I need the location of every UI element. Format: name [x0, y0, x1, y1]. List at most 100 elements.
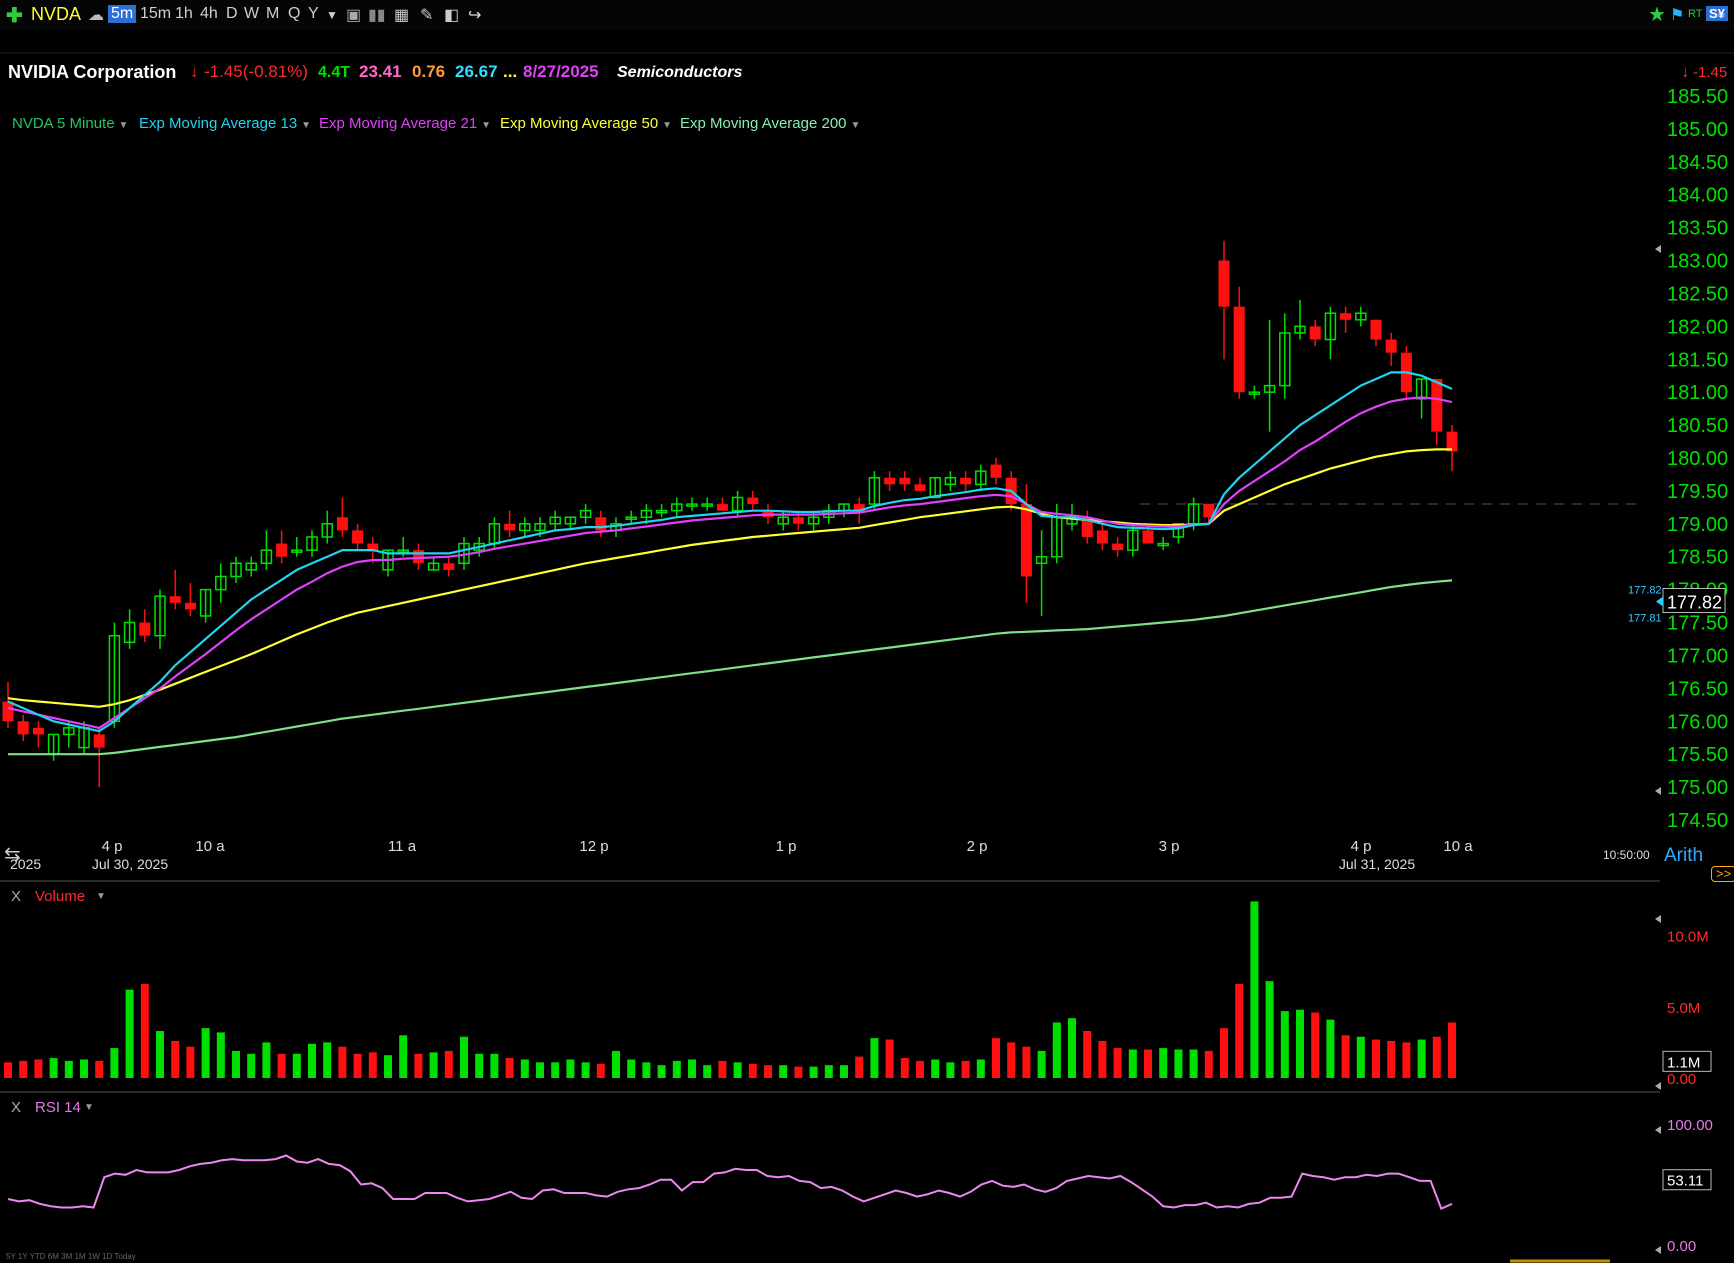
favorite-star-icon[interactable]: ★ [1648, 4, 1666, 26]
volume-bar [1265, 981, 1274, 1078]
volume-bar [384, 1055, 392, 1078]
rsi-axis: 100.00 0.00 53.11 [1510, 1117, 1713, 1263]
dropdown-caret-icon[interactable]: ▼ [84, 1102, 94, 1113]
volume-bar [505, 1058, 514, 1078]
dropdown-caret-icon[interactable]: ▼ [96, 891, 106, 902]
chart-type-icon[interactable]: ▣ [346, 7, 362, 24]
pe-value: 23.41 [359, 62, 402, 81]
add-symbol-icon[interactable]: ✚ [6, 5, 23, 27]
price-pointer-icon [1656, 596, 1663, 607]
volume-pane-label[interactable]: Volume [35, 888, 86, 905]
rsi-pane-label[interactable]: RSI 14 [35, 1099, 81, 1116]
candle-body [1233, 306, 1245, 393]
study-label: Exp Moving Average 50 [500, 115, 659, 132]
ema-series [7, 371, 1453, 756]
volume-bar [718, 1060, 727, 1078]
dropdown-caret-icon[interactable]: ▼ [301, 120, 312, 131]
volume-bar [277, 1053, 286, 1078]
scroll-left-icon[interactable]: ⇆ [4, 844, 21, 866]
volume-last-label: 1.1M [1667, 1054, 1700, 1071]
candle-body [929, 476, 941, 499]
dropdown-caret-icon[interactable]: ▼ [850, 120, 861, 131]
timeframe-q[interactable]: Q [288, 5, 301, 22]
draw-pencil-icon[interactable]: ✎ [420, 7, 434, 24]
volume-close-button[interactable]: X [11, 888, 22, 905]
symbol-label[interactable]: NVDA [31, 4, 82, 24]
rsi-close-button[interactable]: X [11, 1099, 22, 1116]
sv-button[interactable]: S¥ [1706, 6, 1728, 21]
timeframe-1h[interactable]: 1h [175, 5, 193, 22]
rsi-scale-arrow-icon [1655, 1246, 1661, 1254]
expand-panel-button[interactable]: >> [1711, 866, 1734, 882]
more-ellipsis[interactable]: ... [503, 62, 518, 81]
study-ema50[interactable]: Exp Moving Average 50 ▼ [500, 115, 672, 132]
study-ema13[interactable]: Exp Moving Average 13 ▼ [139, 115, 311, 132]
timeframe-m[interactable]: M [266, 5, 280, 22]
layers-icon[interactable]: ◧ [444, 7, 460, 24]
candle-body [1370, 319, 1382, 340]
scale-mode-button[interactable]: Arith [1664, 845, 1704, 866]
dropdown-caret-icon[interactable]: ▼ [118, 120, 129, 131]
period-selector[interactable]: 5Y 1Y YTD 6M 3M 1M 1W 1D Today [6, 1252, 136, 1261]
timeframe-d[interactable]: D [226, 5, 238, 22]
volume-bar [414, 1053, 423, 1078]
candle-body [1263, 384, 1276, 393]
study-label: NVDA 5 Minute [12, 115, 115, 132]
volume-bar [1007, 1042, 1016, 1078]
volume-bar [1235, 984, 1244, 1078]
volume-bar [824, 1065, 833, 1078]
last-time-label: 10:50:00 [1603, 848, 1650, 862]
study-ema200[interactable]: Exp Moving Average 200 ▼ [680, 115, 860, 132]
volume-bar [186, 1046, 195, 1078]
rsi-series [7, 1154, 1453, 1211]
volume-bar [292, 1053, 301, 1078]
timeframe-w[interactable]: W [244, 5, 260, 22]
volume-bar [80, 1059, 88, 1078]
timeframe-4h[interactable]: 4h [200, 5, 218, 22]
candle-body [1112, 543, 1124, 551]
sector-label: Semiconductors [617, 64, 743, 81]
candle-body [655, 509, 668, 514]
volume-bar [520, 1059, 529, 1078]
timeframe-y[interactable]: Y [308, 5, 319, 22]
flag-icon[interactable]: ⚑ [1670, 7, 1685, 24]
candle-body [640, 509, 653, 518]
candle-body [868, 476, 881, 505]
time-tick-label: 10 a [1443, 838, 1473, 855]
volume-bar [1204, 1050, 1213, 1078]
candle-body [139, 622, 151, 636]
dropdown-caret-icon[interactable]: ▼ [662, 120, 673, 131]
candle-body [1385, 339, 1397, 353]
candle-body [944, 476, 957, 486]
timeframe-15m[interactable]: 15m [140, 5, 172, 22]
volume-axis: 10.0M 5.0M 0.001.1M [1655, 915, 1712, 1090]
volume-bar [1417, 1039, 1426, 1078]
price-tick-label: 177.50 [1667, 613, 1728, 635]
volume-bar [1356, 1036, 1365, 1078]
volume-bar [840, 1065, 848, 1078]
volume-bar [444, 1050, 453, 1078]
volume-bar [19, 1060, 28, 1078]
rsi-last-box [1662, 1169, 1712, 1191]
timeframe-5m[interactable]: 5m [108, 5, 137, 23]
volume-bar [809, 1066, 818, 1078]
study-price[interactable]: NVDA 5 Minute ▼ [12, 115, 128, 132]
bar-chart-icon[interactable]: ▮▮ [368, 7, 386, 24]
dropdown-caret-icon[interactable]: ▼ [481, 120, 492, 131]
volume-bar [1296, 1009, 1304, 1078]
candle-body [1309, 326, 1321, 340]
price-tick-label: 178.50 [1667, 547, 1728, 569]
candle-body [169, 596, 181, 603]
timeframe-dropdown-icon[interactable]: ▼ [326, 8, 338, 22]
candle-body [427, 562, 440, 571]
calculator-icon[interactable]: ▦ [394, 7, 410, 24]
price-tick-label: 175.50 [1667, 744, 1728, 766]
candle-body [1081, 517, 1093, 537]
compare-icon[interactable]: ☁ [88, 7, 104, 24]
study-ema21[interactable]: Exp Moving Average 21 ▼ [319, 115, 491, 132]
share-arrow-icon[interactable]: ↪ [468, 7, 482, 24]
candle-body [549, 516, 561, 525]
volume-bar [1052, 1022, 1061, 1078]
volume-bar [353, 1053, 362, 1078]
